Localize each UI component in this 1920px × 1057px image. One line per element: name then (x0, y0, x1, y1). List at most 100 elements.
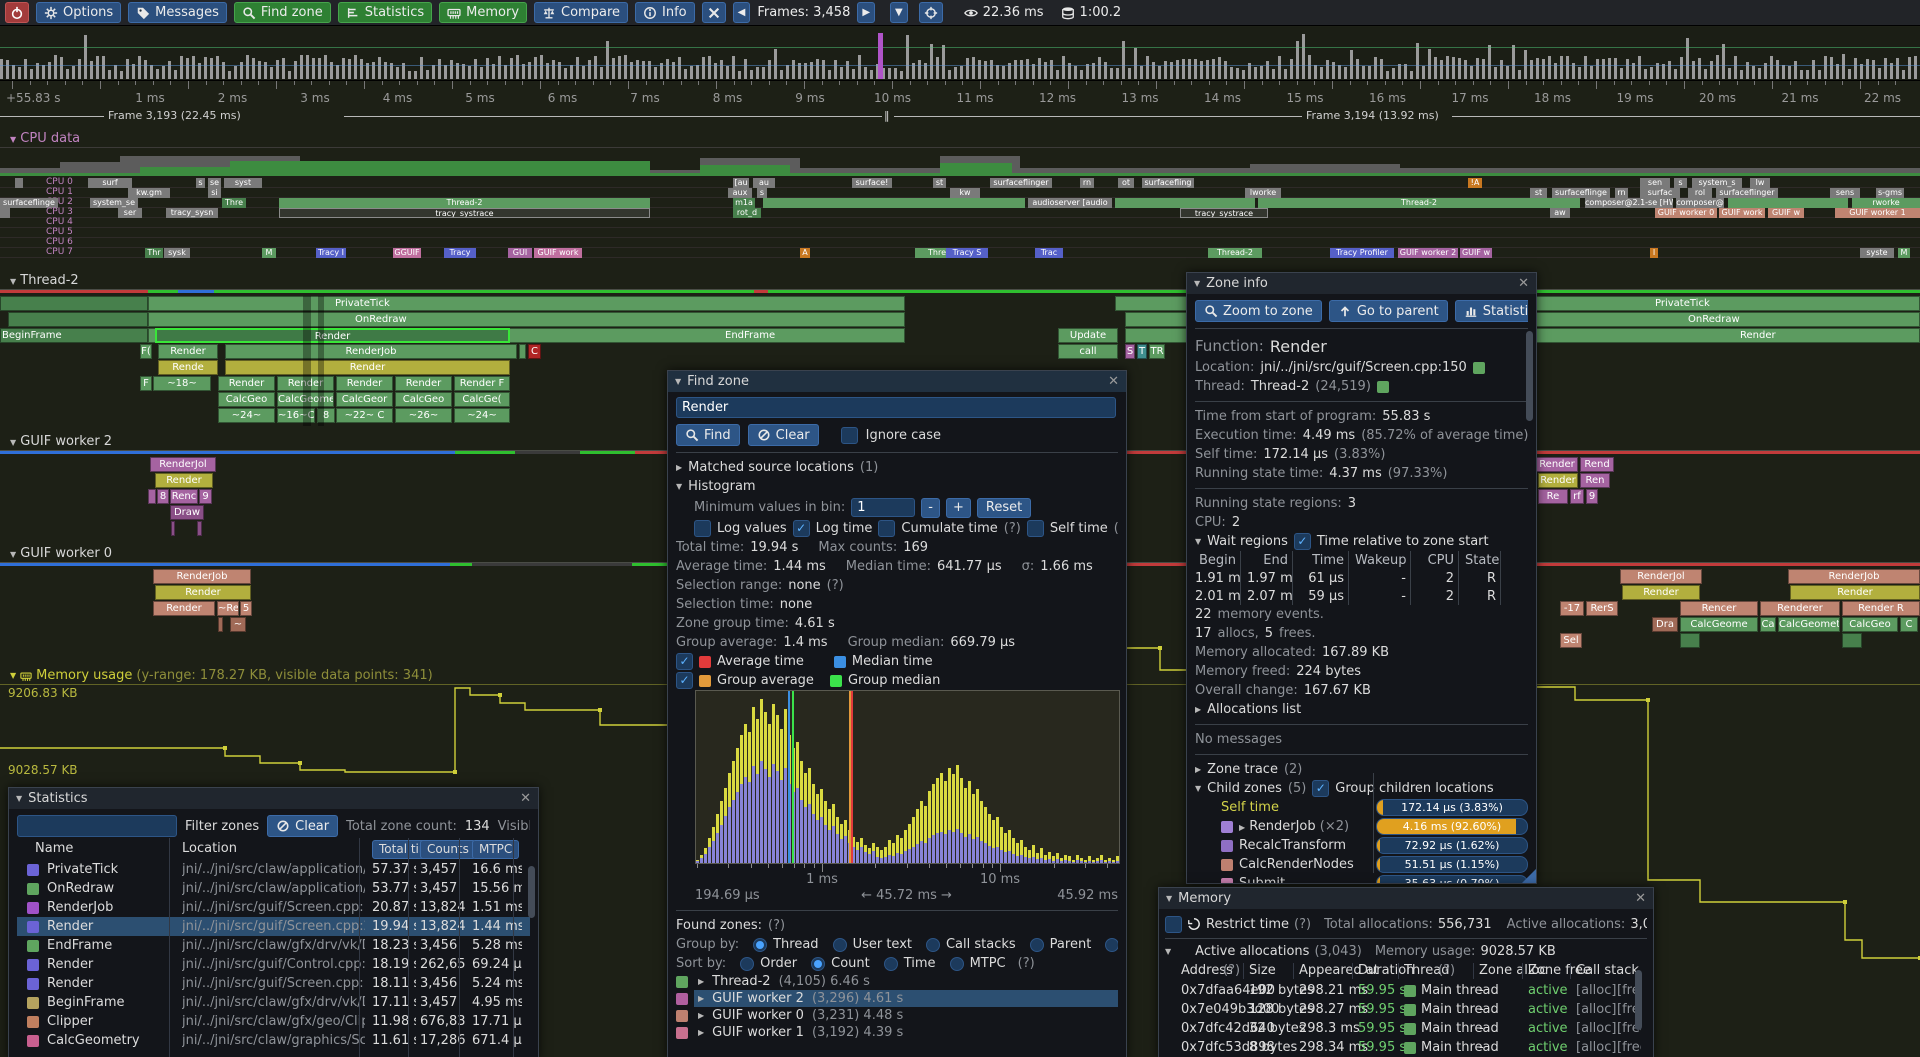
cpu-zone-chip[interactable]: Thread-2 (1208, 248, 1262, 258)
frame-label-1[interactable]: Frame 3,193 (22.45 ms) (108, 109, 241, 122)
zone-calcgeo[interactable]: CalcGeo (395, 392, 452, 407)
cpu-zone-chip[interactable]: tracy_systrace (1180, 208, 1268, 218)
cpu-zone-chip[interactable]: system_se (90, 198, 138, 208)
zone--18-[interactable]: ~18~ (153, 376, 211, 391)
zone-bar[interactable] (148, 489, 156, 504)
ignore-case-checkbox[interactable] (840, 426, 858, 444)
memory-titlebar[interactable]: ▼ Memory ✕ (1159, 888, 1653, 909)
found-zone-group-row[interactable]: ▶ Thread-2 (4,105) 6.46 s (676, 973, 1118, 990)
zone-calcgeome[interactable]: CalcGeome (277, 392, 334, 407)
zone-info-titlebar[interactable]: ▼ Zone info ✕ (1187, 273, 1536, 294)
collapse-icon[interactable]: ▼ (1166, 894, 1173, 903)
cpu-zone-chip[interactable]: I (1650, 248, 1658, 258)
child-zone-row[interactable]: RecalcTransform 72.92 µs (1.62%) (1195, 836, 1528, 855)
min-values-input[interactable] (851, 498, 916, 517)
thread-header-guif-worker-2[interactable]: ▼ GUIF worker 2 (10, 434, 113, 449)
prev-frame-button[interactable]: ◀ (732, 2, 751, 23)
zone-call[interactable]: call (1058, 344, 1118, 359)
zone-location[interactable]: jni/../jni/src/guif/Screen.cpp:150 (1260, 360, 1467, 375)
cpu-zone-chip[interactable]: surfac (1640, 188, 1680, 198)
mem-col[interactable]: (?) (1438, 963, 1456, 978)
zone--24-[interactable]: ~24~ (218, 408, 275, 423)
zone-render[interactable]: Render (153, 601, 215, 616)
found-zone-group-row[interactable]: ▶ GUIF worker 1 (3,192) 4.39 s (676, 1024, 1118, 1041)
cpu-zone-chip[interactable]: Thread-2 (279, 198, 650, 208)
mem-col[interactable]: Zone free (1528, 963, 1591, 978)
sort-by-radio-mtpc[interactable] (949, 956, 964, 971)
cpu-zone-chip[interactable]: Thread-2 (1258, 198, 1580, 208)
zone--16-c[interactable]: ~16~C (277, 408, 315, 423)
zone-9[interactable]: 9 (1586, 489, 1598, 504)
cpu-zone-chip[interactable]: GUIF worker 2 (1398, 248, 1458, 258)
zone-ca[interactable]: Ca (1760, 617, 1776, 632)
zone-rencer[interactable]: Rencer (1680, 601, 1758, 616)
cpu-zone-chip[interactable]: s (757, 188, 767, 198)
zone-sel[interactable]: Sel (1560, 633, 1582, 648)
zone-bar[interactable] (197, 521, 202, 536)
mem-col[interactable]: Thread (1404, 963, 1450, 978)
cpu-zone-chip[interactable]: Thre (222, 198, 246, 208)
zone-5[interactable]: 5 (240, 601, 252, 616)
table-row[interactable]: CalcGeometry jni/../jni/src/claw/graphics… (17, 1031, 530, 1050)
table-row[interactable]: Clipper jni/../jni/src/claw/gfx/geo/Clipp… (17, 1012, 530, 1031)
cpu-zone-chip[interactable]: syste (1860, 248, 1894, 258)
cpu-zone-chip[interactable]: si (208, 188, 221, 198)
allocations-list-section[interactable]: Allocations list (1207, 702, 1302, 717)
cpu-zone-chip[interactable]: GUIF worker 0 (1655, 208, 1717, 218)
expand-icon[interactable]: ▶ (1195, 705, 1202, 714)
collapse-icon[interactable]: ▼ (675, 377, 682, 386)
cpu-zone-chip[interactable] (1728, 198, 1848, 208)
cpu-zone-chip[interactable]: surfaceflinge (1552, 188, 1610, 198)
mem-col[interactable]: Duration (1358, 963, 1415, 978)
cpu-zone-chip[interactable]: se (208, 178, 221, 188)
zone-render[interactable]: Render (155, 473, 213, 488)
cpu-zone-chip[interactable]: ot (1118, 178, 1134, 188)
cpu-zone-chip[interactable]: GUIF worker 1 (1835, 208, 1920, 218)
cpu-zone-chip[interactable]: kw.gm (128, 188, 170, 198)
group-by-radio-user-text[interactable] (832, 937, 847, 952)
tools-button[interactable] (701, 2, 726, 23)
cpu-zone-chip[interactable]: sen (1640, 178, 1670, 188)
cpu-zone-chip[interactable]: aux (728, 188, 752, 198)
cpu-zone-chip[interactable]: Tracy S (946, 248, 988, 258)
resize-grip[interactable] (1522, 869, 1536, 883)
thread-header-thread-2[interactable]: ▼ Thread-2 (10, 273, 79, 288)
wait-regions-section[interactable]: Wait regions (1207, 534, 1288, 549)
matched-source-locations[interactable]: Matched source locations (688, 460, 854, 475)
cpu-data-section[interactable]: ▼ CPU data (10, 131, 81, 146)
cpu-zone-chip[interactable]: lw (1750, 178, 1770, 188)
cpu-zone-chip[interactable]: GUIF w (1460, 248, 1492, 258)
zone-render[interactable]: Render (158, 344, 218, 359)
selected-frame-marker[interactable] (878, 33, 883, 79)
zone-render[interactable]: Render (155, 328, 510, 343)
compare-button[interactable]: Compare (534, 2, 629, 23)
cpu-zone-chip[interactable]: A (800, 248, 810, 258)
show-group-avg-checkbox[interactable]: ✓ (676, 672, 693, 689)
cpu-zone-chip[interactable]: GUIF work (1719, 208, 1765, 218)
zone-calcgeome[interactable]: CalcGeome (1680, 617, 1758, 632)
zone-tr[interactable]: TR (1149, 344, 1165, 359)
cpu-zone-chip[interactable]: surface! (852, 178, 892, 188)
mem-col[interactable]: Zone alloc (1479, 963, 1547, 978)
cpu-zone-chip[interactable]: sysk (164, 248, 190, 258)
zone-render[interactable]: Render (1538, 473, 1578, 488)
zone-bar[interactable] (218, 617, 223, 632)
cpu-zone-chip[interactable]: surfaceflinge (0, 198, 58, 208)
zone-renderer[interactable]: Renderer (1760, 601, 1840, 616)
zone-render[interactable]: Render (277, 376, 334, 391)
zone-render[interactable]: Render (225, 360, 510, 375)
zone-info-scrollbar[interactable] (1526, 331, 1533, 421)
clear-filter-button[interactable]: Clear (267, 815, 339, 837)
expand-icon[interactable]: ▶ (676, 463, 683, 472)
zone-ren[interactable]: Ren (1580, 473, 1610, 488)
zone-calcgeo[interactable]: CalcGeo (218, 392, 275, 407)
zone-onredraw[interactable] (148, 312, 905, 327)
minus-button[interactable]: - (921, 497, 940, 518)
group-by-radio-thread[interactable] (753, 937, 768, 952)
table-row[interactable]: OnRedraw jni/../jni/src/claw/application/… (17, 879, 530, 898)
zone-8[interactable]: 8 (317, 408, 335, 423)
cpu-zone-chip[interactable]: M (1898, 248, 1910, 258)
cpu-zone-chip[interactable]: sens (1830, 188, 1860, 198)
zone-bar[interactable] (0, 296, 148, 311)
cpu-zone-chip[interactable]: surfaceflinger (1716, 188, 1778, 198)
